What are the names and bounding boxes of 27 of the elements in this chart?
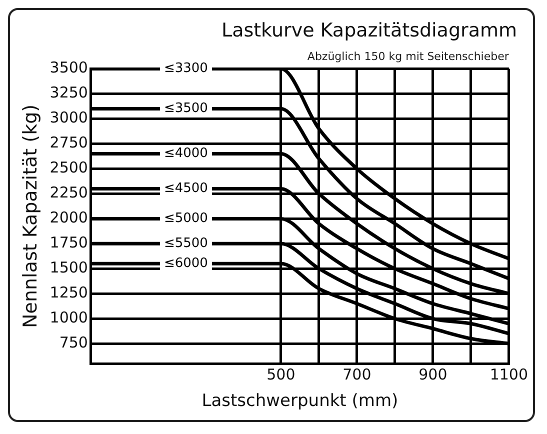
- x-tick-label: 1100: [490, 365, 528, 384]
- y-tick-label: 1000: [50, 308, 88, 327]
- series-label: ≤4000: [164, 146, 208, 162]
- series-label: ≤4500: [164, 181, 208, 196]
- y-tick-label: 3500: [50, 58, 88, 77]
- chart-title: Lastkurve Kapazitätsdiagramm: [221, 19, 517, 42]
- y-tick-label: 3250: [50, 84, 88, 102]
- y-tick-label: 2750: [50, 134, 88, 152]
- series-label: ≤5000: [164, 211, 208, 226]
- x-tick-label: 900: [418, 365, 448, 384]
- series-label: ≤3500: [164, 101, 208, 116]
- y-tick-label: 3000: [50, 108, 88, 127]
- x-tick-label: 500: [266, 365, 296, 384]
- y-tick-label: 2500: [50, 158, 88, 177]
- y-tick-label: 1250: [50, 284, 88, 302]
- series-label: ≤3300: [164, 61, 208, 76]
- y-tick-label: 1750: [50, 234, 88, 252]
- series-label: ≤5500: [164, 236, 208, 252]
- y-tick-label: 2000: [50, 208, 88, 227]
- y-axis-title: Nennlast Kapazität (kg): [19, 104, 42, 328]
- y-tick-label: 2250: [50, 184, 88, 202]
- y-tick-label: 750: [59, 334, 88, 352]
- y-tick-label: 1500: [50, 258, 88, 277]
- x-axis-title: Lastschwerpunkt (mm): [202, 391, 398, 412]
- text: Abzüglich 150 kg mit Seitenschieber: [307, 50, 510, 64]
- series-label: ≤6000: [164, 256, 208, 272]
- x-tick-label: 700: [342, 365, 372, 384]
